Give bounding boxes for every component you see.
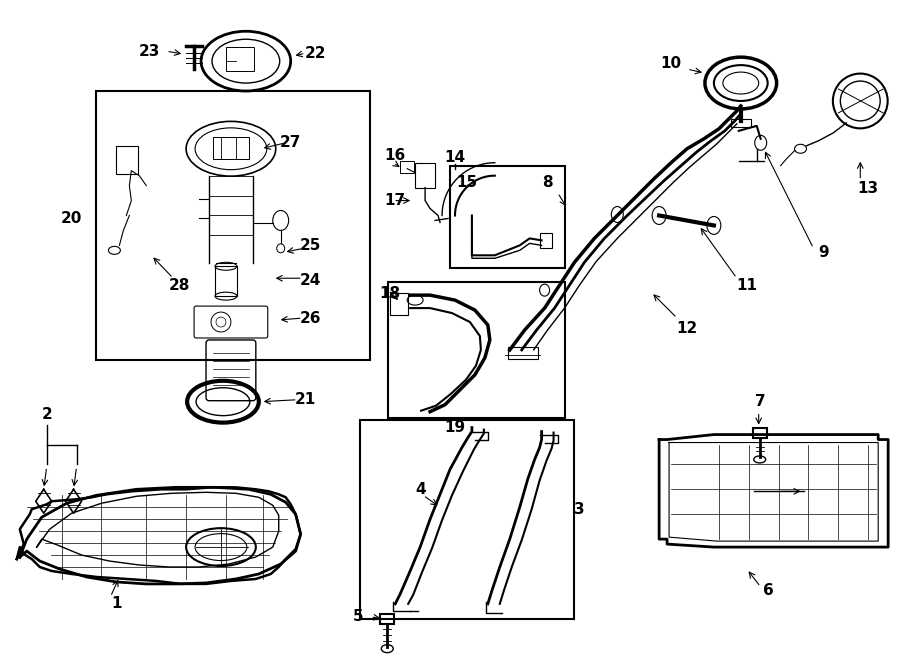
- Bar: [360, 420, 574, 619]
- Text: 4: 4: [415, 482, 426, 497]
- Bar: [215, 266, 237, 296]
- Text: 19: 19: [445, 420, 465, 435]
- Text: 13: 13: [858, 181, 878, 196]
- Text: 21: 21: [295, 392, 316, 407]
- Text: 3: 3: [574, 502, 585, 517]
- Text: 9: 9: [818, 245, 829, 260]
- Bar: [415, 163, 435, 188]
- Bar: [508, 347, 537, 359]
- Text: 7: 7: [755, 394, 766, 409]
- Bar: [116, 146, 139, 174]
- Bar: [388, 282, 564, 418]
- Text: 17: 17: [384, 193, 406, 208]
- Text: 24: 24: [300, 273, 321, 288]
- Text: 20: 20: [61, 211, 82, 226]
- Text: 14: 14: [445, 150, 465, 165]
- Bar: [391, 293, 409, 315]
- Text: 1: 1: [112, 596, 122, 611]
- Bar: [96, 91, 370, 360]
- Bar: [731, 119, 751, 127]
- Text: 10: 10: [661, 56, 681, 71]
- Text: 18: 18: [380, 286, 400, 301]
- Text: 6: 6: [763, 584, 774, 598]
- Bar: [450, 166, 564, 268]
- Text: 27: 27: [280, 136, 302, 150]
- Text: 12: 12: [677, 321, 698, 336]
- Text: 8: 8: [543, 175, 553, 190]
- Bar: [752, 428, 767, 438]
- Text: 25: 25: [300, 238, 321, 253]
- Text: 16: 16: [384, 148, 406, 163]
- Bar: [226, 47, 254, 71]
- Text: 2: 2: [41, 407, 52, 422]
- Bar: [400, 161, 414, 173]
- Text: 11: 11: [736, 278, 757, 293]
- Bar: [213, 137, 248, 159]
- Text: 26: 26: [300, 311, 321, 326]
- Text: 22: 22: [305, 46, 327, 61]
- Text: 23: 23: [139, 44, 160, 59]
- Bar: [540, 233, 552, 249]
- Text: 28: 28: [168, 278, 190, 293]
- Text: 15: 15: [456, 175, 478, 190]
- Text: 5: 5: [353, 609, 364, 624]
- Bar: [381, 614, 394, 624]
